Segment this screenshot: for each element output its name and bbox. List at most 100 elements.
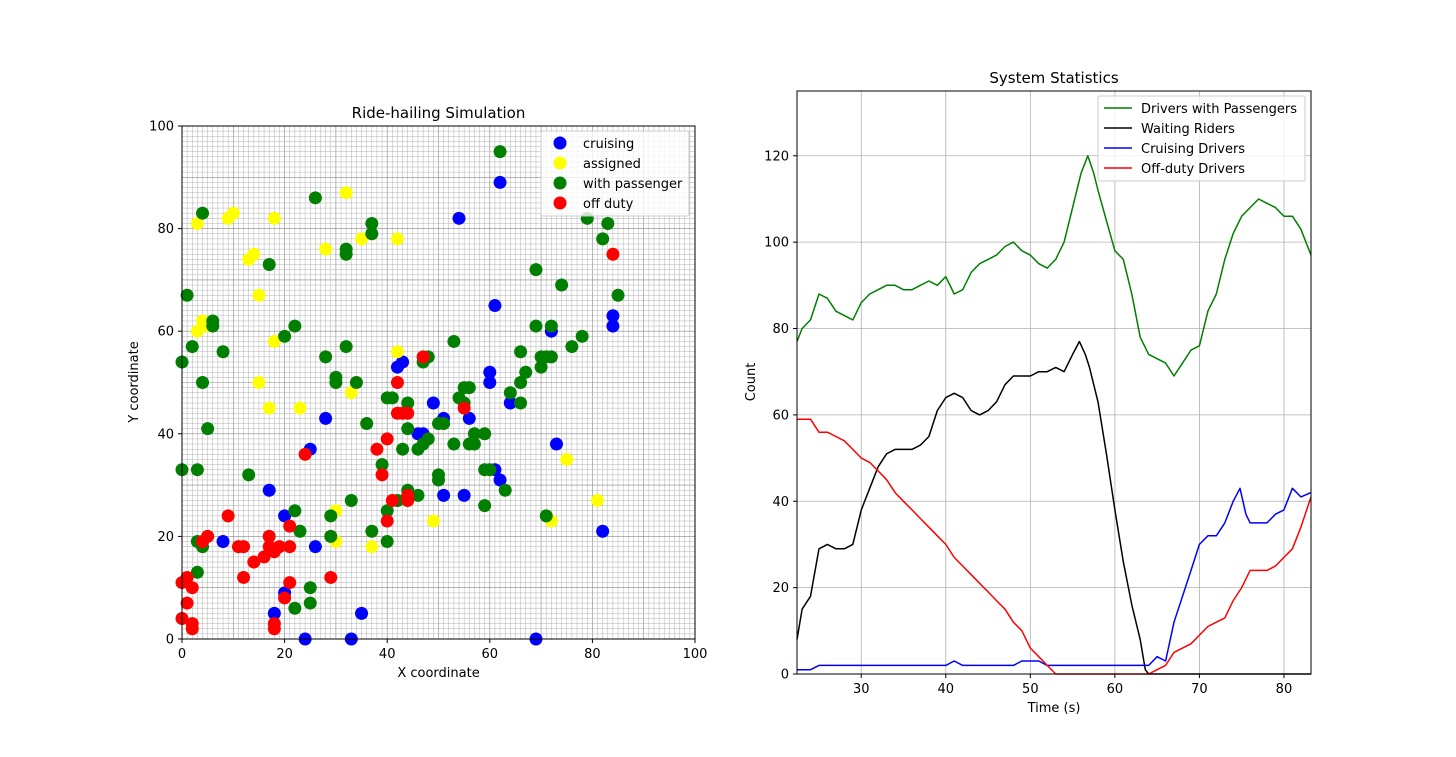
point-with-passenger [288, 601, 302, 615]
point-assigned [355, 232, 369, 246]
point-cruising [462, 411, 476, 425]
x-tick-label: 60 [482, 647, 499, 662]
y-tick-label: 120 [764, 149, 789, 164]
y-tick-label: 100 [149, 120, 174, 135]
point-with-passenger [185, 340, 199, 354]
point-with-passenger [303, 581, 317, 595]
point-cruising [216, 535, 230, 549]
point-with-passenger [329, 376, 343, 389]
scatter-legend-box [540, 130, 690, 217]
y-tick-label: 60 [157, 325, 174, 340]
y-tick-label: 80 [157, 222, 174, 237]
point-off-duty [278, 591, 292, 605]
point-with-passenger [467, 437, 481, 451]
series-line-cruising-drivers [797, 487, 1312, 671]
point-cruising [483, 365, 497, 379]
point-off-duty [380, 432, 394, 446]
scatter-x-label: X coordinate [397, 666, 479, 681]
x-tick-label: 100 [683, 647, 708, 662]
scatter-x-ticks: 0 20 40 60 80 100 [178, 639, 708, 662]
point-with-passenger [360, 417, 374, 431]
point-off-duty [416, 350, 430, 364]
system-statistics-line-chart: 30 40 50 60 70 80 0 20 40 60 80 100 120 System Stat… [744, 69, 1312, 716]
series-line-off-duty-drivers [797, 418, 1312, 675]
point-with-passenger [447, 437, 461, 451]
point-cruising [355, 606, 369, 620]
legend-label-assigned: assigned [583, 157, 641, 172]
point-with-passenger [216, 345, 230, 359]
point-with-passenger [324, 509, 338, 523]
line-chart-x-ticks: 30 40 50 60 70 80 [853, 674, 1292, 697]
point-cruising [390, 360, 404, 374]
point-with-passenger [498, 483, 512, 497]
x-tick-label: 50 [1022, 682, 1039, 697]
point-with-passenger [514, 345, 528, 359]
point-with-passenger [278, 329, 292, 343]
point-with-passenger [180, 288, 194, 302]
point-with-passenger [467, 427, 481, 441]
legend-label-off-duty: off duty [583, 197, 634, 212]
point-off-duty [237, 540, 251, 554]
point-with-passenger [411, 488, 425, 502]
point-with-passenger [401, 396, 415, 410]
point-off-duty [196, 535, 210, 549]
point-off-duty [247, 555, 261, 569]
y-tick-label: 0 [781, 668, 789, 683]
point-cruising [267, 606, 281, 620]
y-tick-label: 20 [772, 581, 789, 596]
scatter-y-label: Y coordinate [127, 341, 142, 423]
point-with-passenger [385, 391, 399, 405]
point-off-duty [283, 576, 297, 590]
point-cruising [262, 483, 276, 497]
y-tick-label: 40 [157, 427, 174, 442]
x-tick-label: 40 [938, 682, 955, 697]
point-with-passenger [493, 145, 507, 159]
point-cruising [488, 299, 502, 313]
legend-marker-assigned [553, 156, 567, 170]
point-cruising [457, 488, 471, 502]
point-with-passenger [555, 278, 569, 292]
x-tick-label: 40 [379, 647, 396, 662]
point-cruising [308, 540, 322, 554]
point-off-duty [185, 622, 199, 636]
point-off-duty [262, 529, 276, 543]
point-assigned [365, 540, 379, 554]
point-with-passenger [190, 463, 204, 477]
point-off-duty [283, 519, 297, 533]
line-chart-x-label: Time (s) [1027, 701, 1081, 716]
point-with-passenger [544, 350, 558, 364]
point-assigned [221, 211, 235, 225]
point-assigned [339, 186, 353, 200]
legend-label-with-passenger: with passenger [583, 177, 683, 192]
legend-label-cruising-drivers: Cruising Drivers [1141, 142, 1245, 157]
point-with-passenger [262, 258, 276, 272]
point-cruising [606, 319, 620, 333]
scatter-y-ticks: 0 20 40 60 80 100 [149, 120, 182, 648]
x-tick-label: 30 [853, 682, 870, 697]
point-off-duty [267, 622, 281, 636]
scatter-plot-frame [181, 125, 696, 640]
point-with-passenger [483, 463, 497, 477]
scatter-title: Ride-hailing Simulation [352, 104, 526, 122]
point-off-duty [457, 401, 471, 415]
point-with-passenger [242, 468, 256, 482]
legend-marker-off-duty [553, 196, 567, 210]
legend-label-off-duty-drivers: Off-duty Drivers [1141, 162, 1245, 177]
point-assigned [267, 334, 281, 348]
legend-marker-cruising [553, 136, 567, 150]
point-with-passenger [478, 499, 492, 513]
point-assigned [252, 288, 266, 302]
point-assigned [190, 324, 204, 338]
point-with-passenger [519, 365, 533, 379]
point-off-duty [272, 540, 286, 554]
point-cruising [437, 488, 451, 502]
y-tick-label: 20 [157, 530, 174, 545]
line-chart-series [796, 155, 1312, 675]
point-with-passenger [601, 216, 615, 230]
point-with-passenger [611, 288, 625, 302]
point-with-passenger [514, 376, 528, 389]
point-with-passenger [575, 329, 589, 343]
x-tick-label: 20 [276, 647, 293, 662]
line-chart-legend-box [1097, 95, 1306, 182]
series-line-waiting-riders [796, 340, 1311, 675]
